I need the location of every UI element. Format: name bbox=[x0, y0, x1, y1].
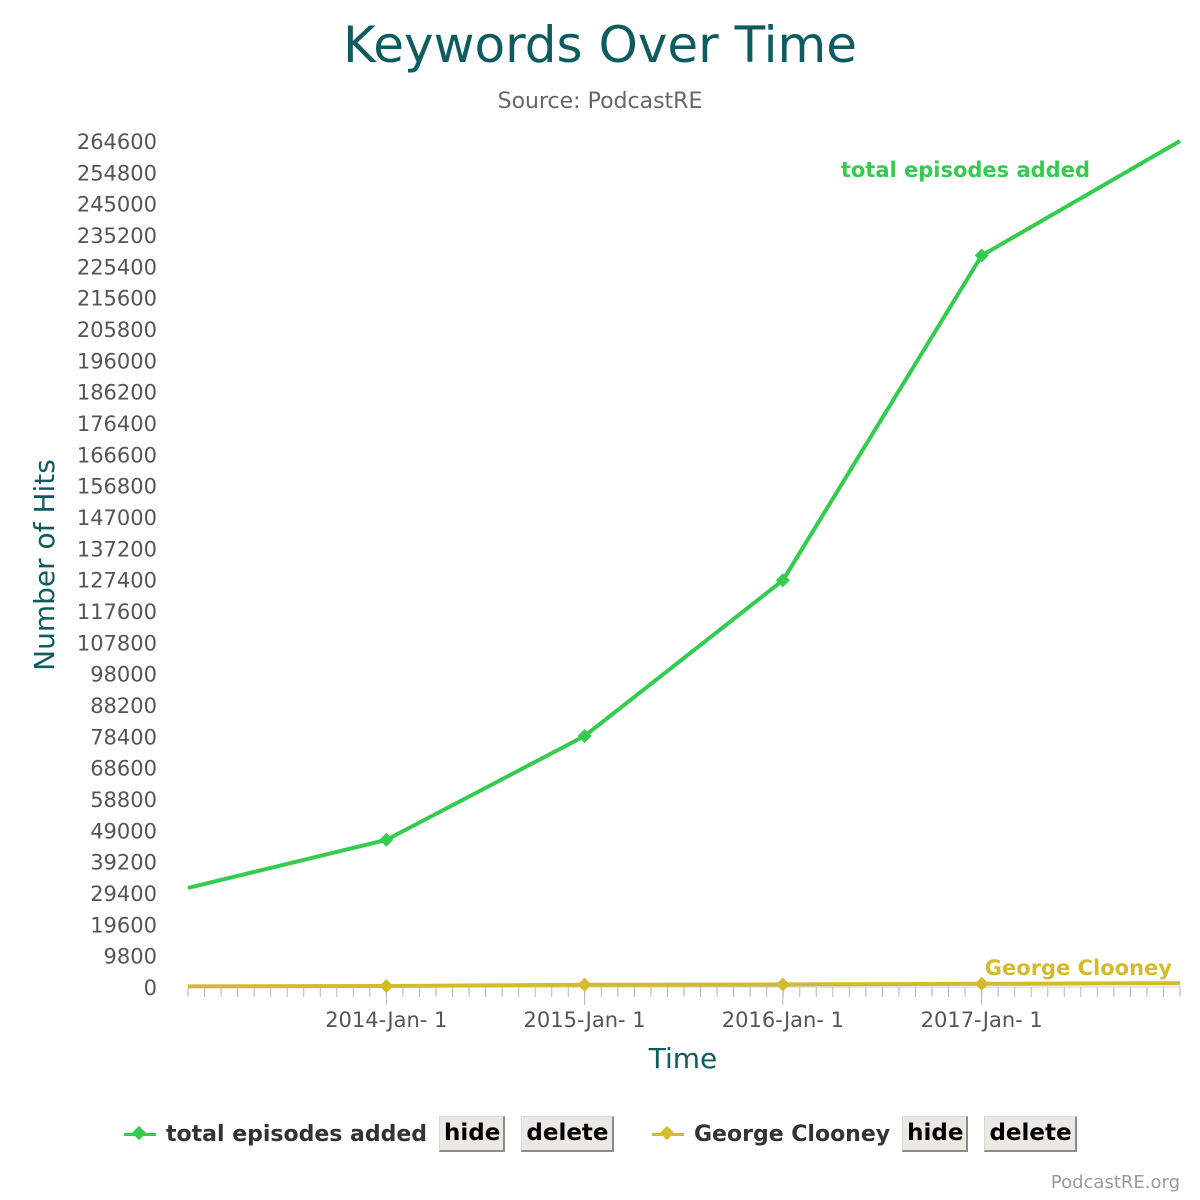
y-tick-label: 98000 bbox=[90, 663, 157, 687]
y-tick-label: 225400 bbox=[77, 255, 157, 279]
legend: total episodes added hide delete George … bbox=[0, 1114, 1200, 1158]
line-chart: Keywords Over Time Source: PodcastRE 264… bbox=[28, 16, 1182, 1075]
data-point-marker[interactable] bbox=[379, 832, 394, 847]
y-tick-label: 235200 bbox=[77, 224, 157, 248]
series-line bbox=[187, 139, 1182, 890]
y-tick-label: 19600 bbox=[90, 913, 157, 937]
x-axis: 2014-Jan- 1 2015-Jan- 1 2016-Jan- 1 2017-Ja… bbox=[187, 986, 1181, 1032]
y-tick-label: 29400 bbox=[90, 882, 157, 906]
y-tick-label: 88200 bbox=[90, 694, 157, 718]
y-tick-label: 107800 bbox=[77, 631, 157, 655]
data-point-marker[interactable] bbox=[379, 979, 394, 994]
legend-swatch-george-clooney bbox=[652, 1124, 684, 1144]
legend-swatch-total-episodes bbox=[124, 1124, 156, 1144]
y-tick-label: 176400 bbox=[77, 412, 157, 436]
y-tick-label: 196000 bbox=[77, 349, 157, 373]
x-tick-label: 2017-Jan- 1 bbox=[921, 1008, 1043, 1032]
y-tick-label: 205800 bbox=[77, 318, 157, 342]
y-tick-label: 127400 bbox=[77, 569, 157, 593]
legend-label-george-clooney: George Clooney bbox=[694, 1121, 891, 1147]
legend-swatch-marker bbox=[659, 1125, 675, 1141]
y-tick-label: 186200 bbox=[77, 381, 157, 405]
y-tick-label: 0 bbox=[144, 976, 157, 1000]
data-point-marker[interactable] bbox=[775, 977, 790, 992]
y-tick-label: 49000 bbox=[90, 819, 157, 843]
chart-title: Keywords Over Time bbox=[343, 16, 857, 74]
y-tick-label: 147000 bbox=[77, 506, 157, 530]
x-tick-label: 2015-Jan- 1 bbox=[523, 1008, 645, 1032]
legend-item-george-clooney: George Clooney hide delete bbox=[652, 1114, 1093, 1154]
y-axis-title: Number of Hits bbox=[28, 459, 61, 671]
chart-subtitle: Source: PodcastRE bbox=[498, 89, 703, 114]
data-point-marker[interactable] bbox=[775, 573, 790, 588]
y-tick-label: 68600 bbox=[90, 757, 157, 781]
hide-total-episodes-button[interactable]: hide bbox=[439, 1116, 506, 1152]
hide-george-clooney-button[interactable]: hide bbox=[902, 1116, 969, 1152]
y-tick-label: 245000 bbox=[77, 193, 157, 217]
y-tick-label: 39200 bbox=[90, 851, 157, 875]
data-point-marker[interactable] bbox=[974, 976, 989, 991]
data-point-marker[interactable] bbox=[974, 248, 989, 263]
delete-total-episodes-button[interactable]: delete bbox=[521, 1116, 614, 1152]
series-end-label: total episodes added bbox=[841, 158, 1090, 182]
y-tick-label: 254800 bbox=[77, 161, 157, 185]
delete-george-clooney-button[interactable]: delete bbox=[984, 1116, 1077, 1152]
legend-swatch-marker bbox=[131, 1125, 147, 1141]
y-tick-label: 117600 bbox=[77, 600, 157, 624]
data-point-marker[interactable] bbox=[577, 977, 592, 992]
legend-label-total-episodes: total episodes added bbox=[166, 1121, 428, 1147]
series-layer: total episodes added George Clooney bbox=[187, 139, 1182, 994]
y-axis-ticks: 264600 254800 245000 235200 225400 215600 2058… bbox=[77, 130, 157, 1000]
y-tick-label: 137200 bbox=[77, 537, 157, 561]
y-tick-label: 166600 bbox=[77, 443, 157, 467]
series-end-label: George Clooney bbox=[985, 956, 1173, 980]
series-line bbox=[187, 981, 1181, 989]
y-tick-label: 264600 bbox=[77, 130, 157, 154]
x-tick-label: 2016-Jan- 1 bbox=[722, 1008, 844, 1032]
credit-link[interactable]: PodcastRE.org bbox=[1050, 1172, 1180, 1193]
x-tick-label: 2014-Jan- 1 bbox=[325, 1008, 447, 1032]
legend-item-total-episodes: total episodes added hide delete bbox=[124, 1114, 630, 1154]
y-tick-label: 9800 bbox=[104, 945, 157, 969]
x-axis-title: Time bbox=[648, 1042, 718, 1075]
y-tick-label: 58800 bbox=[90, 788, 157, 812]
y-tick-label: 156800 bbox=[77, 475, 157, 499]
y-tick-label: 78400 bbox=[90, 725, 157, 749]
data-point-marker[interactable] bbox=[577, 729, 592, 744]
y-tick-label: 215600 bbox=[77, 287, 157, 311]
